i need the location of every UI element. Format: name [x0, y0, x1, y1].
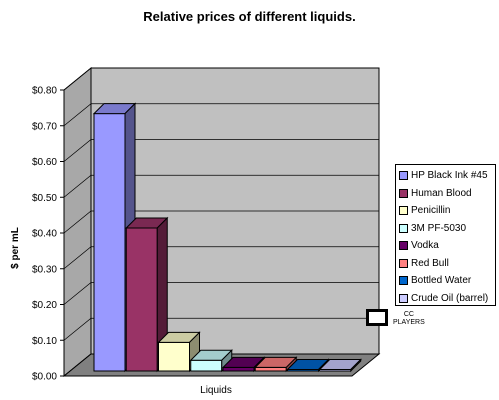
y-axis-title: $ per mL [10, 227, 21, 269]
gridline [63, 317, 379, 341]
legend-swatch [399, 171, 408, 181]
y-tick-label: $0.30 [32, 264, 57, 275]
gridline [63, 282, 379, 305]
legend-label: Penicillin [411, 205, 451, 217]
legend-item: Red Bull [399, 255, 495, 273]
x-axis-title: Liquids [200, 385, 232, 396]
gridline [63, 67, 379, 91]
y-tick-label: $0.00 [32, 372, 57, 383]
legend-item: Crude Oil (barrel) [399, 290, 495, 308]
gridline [63, 246, 379, 270]
y-tick-label: $0.60 [32, 157, 57, 168]
y-tick-label: $0.70 [32, 121, 57, 132]
legend-item: HP Black Ink #45 [399, 167, 495, 185]
cc-players-logo: CC PLAYERS [366, 309, 436, 333]
legend-swatch [399, 206, 408, 216]
logo-box-icon [366, 309, 388, 326]
bar-front [125, 227, 158, 372]
bar-front [158, 341, 190, 372]
legend-label: Bottled Water [411, 275, 472, 287]
bar-front [222, 366, 255, 372]
y-tick-label: $0.10 [32, 336, 57, 347]
legend-swatch [399, 223, 408, 233]
legend-label: Vodka [411, 240, 439, 252]
chart-legend: HP Black Ink #45 Human Blood Penicillin 3M … [395, 164, 496, 306]
chart-title: Relative prices of different liquids. [143, 9, 356, 24]
legend-swatch [399, 188, 408, 198]
bar-front [190, 359, 223, 372]
legend-label: Human Blood [411, 187, 472, 199]
gridline [63, 174, 379, 198]
legend-item: Vodka [399, 237, 495, 255]
legend-swatch [399, 258, 408, 268]
legend-item: 3M PF-5030 [399, 220, 495, 238]
gridline [63, 353, 379, 377]
legend-item: Penicillin [399, 202, 495, 220]
legend-label: 3M PF-5030 [411, 222, 467, 234]
legend-label: Crude Oil (barrel) [411, 292, 489, 304]
legend-swatch [399, 241, 408, 251]
y-tick-label: $0.40 [32, 229, 57, 240]
y-tick-label: $0.50 [32, 193, 57, 204]
gridline [63, 210, 379, 234]
y-tick-label: $0.20 [32, 300, 57, 311]
bar-front [93, 113, 126, 372]
bar-side [350, 358, 362, 373]
legend-label: Red Bull [411, 257, 449, 269]
legend-label: HP Black Ink #45 [411, 170, 488, 182]
legend-swatch [399, 293, 408, 303]
legend-item: Human Blood [399, 185, 495, 203]
legend-swatch [399, 276, 408, 286]
bar-front [254, 366, 287, 372]
y-tick-label: $0.80 [32, 86, 57, 97]
gridline [63, 139, 379, 162]
legend-item: Bottled Water [399, 272, 495, 290]
gridline [63, 103, 379, 127]
logo-text: CC PLAYERS [393, 311, 425, 326]
